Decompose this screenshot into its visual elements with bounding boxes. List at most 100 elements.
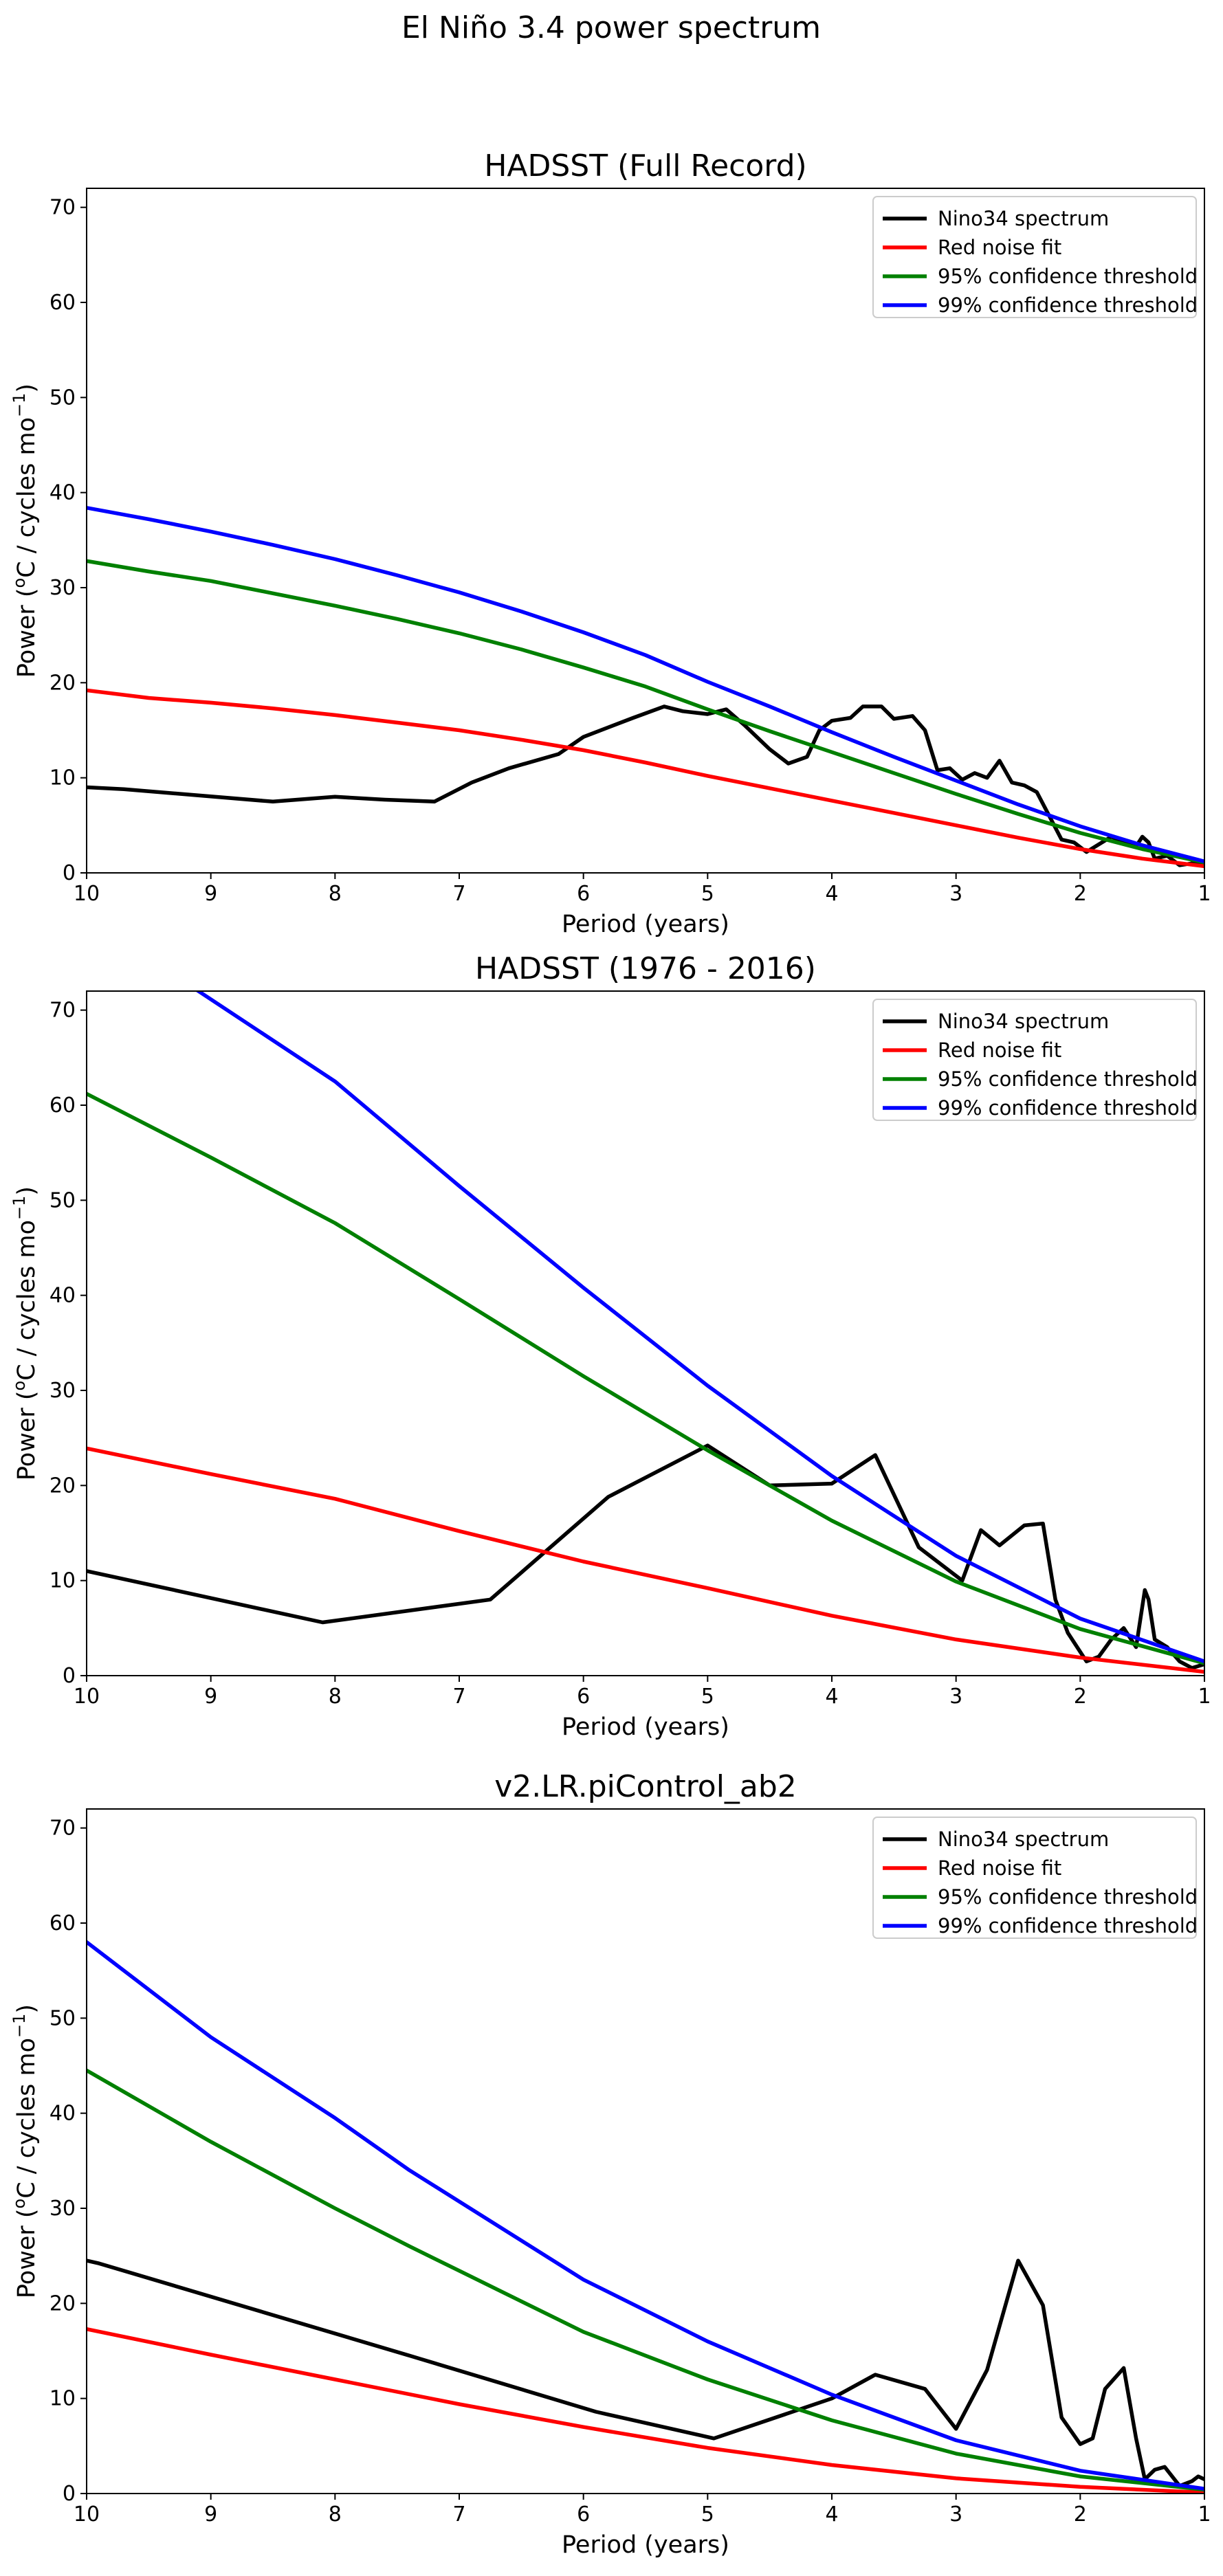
x-tick-label: 6 [577,882,590,906]
y-tick-label: 60 [49,291,76,315]
y-tick-label: 30 [49,1379,76,1403]
legend-label-nino34-spectrum: Nino34 spectrum [938,1010,1109,1033]
panel-title: v2.LR.piControl_ab2 [494,1769,797,1804]
legend-label-95-confidence-threshold: 95% confidence threshold [938,1885,1198,1909]
legend-box [872,196,1197,318]
x-tick-label: 1 [1198,2502,1211,2527]
y-tick-label: 70 [49,999,76,1023]
x-tick-label: 9 [204,1685,217,1709]
x-tick-label: 5 [701,882,714,906]
x-axis-label: Period (years) [562,1713,729,1741]
y-tick-label: 40 [49,2102,76,2126]
x-tick-label: 2 [1074,882,1087,906]
plot-frame [86,990,1205,1676]
legend-label-99-confidence-threshold: 99% confidence threshold [938,1914,1198,1937]
y-tick-label: 40 [49,481,76,505]
y-tick-label: 70 [49,1817,76,1841]
x-tick-label: 8 [329,882,342,906]
series-line-nino34-spectrum [87,2258,1204,2488]
x-tick-label: 4 [825,882,838,906]
legend-label-nino34-spectrum: Nino34 spectrum [938,207,1109,230]
y-tick-label: 30 [49,2197,76,2221]
legend: Nino34 spectrum Red noise fit 95% confiden… [872,999,1198,1121]
y-tick-label: 20 [49,1474,76,1498]
legend-label-95-confidence-threshold: 95% confidence threshold [938,265,1198,288]
legend: Nino34 spectrum Red noise fit 95% confiden… [872,196,1198,318]
legend-box [872,999,1197,1121]
y-tick-label: 20 [49,2291,76,2316]
y-tick-label: 70 [49,196,76,220]
y-axis-label: Power (oC / cycles mo−1) [10,1186,41,1480]
series-lines [87,506,1204,869]
x-tick-label: 9 [204,882,217,906]
y-tick-label: 50 [49,386,76,410]
legend-label-red-noise-fit: Red noise fit [938,236,1061,259]
legend-label-95-confidence-threshold: 95% confidence threshold [938,1067,1198,1091]
series-line-red-noise-fit [87,688,1204,869]
x-tick-label: 2 [1074,1685,1087,1709]
legend-label-red-noise-fit: Red noise fit [938,1039,1061,1062]
x-tick-label: 4 [825,2502,838,2527]
y-tick-label: 0 [63,861,76,885]
y-tick-label: 10 [49,2387,76,2411]
y-axis-label: Power (oC / cycles mo−1) [10,384,41,678]
panel-2: HADSST (1976 - 2016)10 9 8 7 6 5 4 3 2 1010203040… [10,951,1211,1741]
legend-label-red-noise-fit: Red noise fit [938,1856,1061,1880]
x-tick-label: 8 [329,2502,342,2527]
legend-box [872,1817,1197,1939]
x-tick-label: 2 [1074,2502,1087,2527]
y-tick-label: 30 [49,576,76,600]
series-line-red-noise-fit [87,2327,1204,2494]
y-tick-label: 10 [49,1569,76,1593]
x-tick-label: 4 [825,1685,838,1709]
series-lines [87,1940,1204,2494]
legend-label-99-confidence-threshold: 99% confidence threshold [938,293,1198,317]
y-tick-label: 60 [49,1093,76,1118]
x-tick-label: 7 [452,1685,465,1709]
x-tick-label: 6 [577,1685,590,1709]
x-tick-label: 5 [701,2502,714,2527]
x-tick-label: 1 [1198,1685,1211,1709]
series-line-red-noise-fit [87,1446,1204,1674]
x-tick-label: 7 [452,882,465,906]
x-tick-label: 10 [74,2502,100,2527]
series-lines [87,991,1204,1674]
y-tick-label: 20 [49,671,76,695]
panel-title: HADSST (1976 - 2016) [475,951,816,986]
series-line-95-confidence-threshold [87,559,1204,865]
legend: Nino34 spectrum Red noise fit 95% confiden… [872,1817,1198,1939]
y-tick-label: 60 [49,1911,76,1935]
x-axis-label: Period (years) [562,2531,729,2559]
x-tick-label: 1 [1198,882,1211,906]
series-line-99-confidence-threshold [195,991,1204,1664]
x-tick-label: 3 [949,1685,962,1709]
x-tick-label: 3 [949,882,962,906]
series-line-nino34-spectrum [87,1443,1204,1670]
y-tick-label: 0 [63,2482,76,2506]
panels: HADSST (Full Record)10 9 8 7 6 5 4 3 2 1010203040… [10,148,1211,2559]
plot-frame [86,188,1205,874]
series-line-95-confidence-threshold [87,1091,1204,1665]
series-line-95-confidence-threshold [87,2068,1204,2492]
x-tick-label: 3 [949,2502,962,2527]
legend-label-nino34-spectrum: Nino34 spectrum [938,1828,1109,1851]
figure-title: El Niño 3.4 power spectrum [401,10,821,45]
x-tick-label: 7 [452,2502,465,2527]
plot-frame [86,1808,1205,2494]
x-axis-label: Period (years) [562,911,729,938]
y-tick-label: 50 [49,1188,76,1212]
x-tick-label: 10 [74,882,100,906]
y-tick-label: 40 [49,1284,76,1308]
x-tick-label: 8 [329,1685,342,1709]
series-line-99-confidence-threshold [87,1940,1204,2491]
x-tick-label: 5 [701,1685,714,1709]
y-tick-label: 0 [63,1664,76,1688]
y-axis-label: Power (oC / cycles mo−1) [10,2004,41,2298]
panel-1: HADSST (Full Record)10 9 8 7 6 5 4 3 2 1010203040… [10,148,1211,938]
y-tick-label: 50 [49,2006,76,2030]
panel-title: HADSST (Full Record) [484,148,806,184]
x-tick-label: 9 [204,2502,217,2527]
legend-label-99-confidence-threshold: 99% confidence threshold [938,1096,1198,1120]
